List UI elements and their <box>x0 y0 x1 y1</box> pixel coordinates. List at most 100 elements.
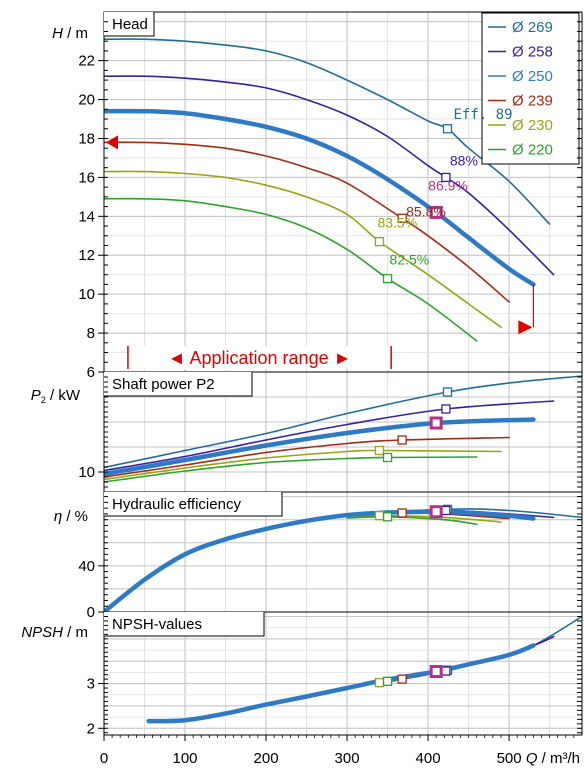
ytick-label-efficiency-40: 40 <box>78 558 95 575</box>
panel-title-border-efficiency <box>104 492 283 517</box>
head-curve-250 <box>104 108 536 287</box>
ylabel-sub-power: 2 <box>41 395 46 405</box>
efficiency-curve-220 <box>346 515 478 526</box>
power-curve-269 <box>104 375 582 469</box>
efficiency-label-239: 85.8% <box>406 203 446 219</box>
npsh-curve-269 <box>492 615 582 660</box>
xtick-label-200: 200 <box>254 750 279 767</box>
power-marker-269 <box>442 387 453 397</box>
panel-title-border-power <box>104 372 253 397</box>
frame-layer <box>98 11 583 741</box>
ytick-label-head-14: 14 <box>78 208 95 225</box>
xtick-label-0: 0 <box>100 750 108 767</box>
npsh-marker-220 <box>382 676 393 686</box>
ylabel-unit-power: / kW <box>46 387 81 404</box>
max-head-arrow-icon <box>106 135 118 150</box>
efficiency-curve-250 <box>104 509 536 612</box>
ylabel-unit-efficiency: / % <box>62 508 88 525</box>
legend-item-230: Ø 230 <box>512 117 553 134</box>
ylabel-unit-npsh: / m <box>63 624 88 641</box>
max-flow-arrow-icon <box>518 320 533 335</box>
xlabel: Q / m³/h <box>526 750 580 767</box>
ytick-label-efficiency-0: 0 <box>87 604 95 621</box>
efficiency-marker-230 <box>374 511 385 521</box>
ytick-label-head-22: 22 <box>78 53 95 70</box>
xlabel-var: Q <box>526 750 538 767</box>
application-range-bg <box>127 346 392 369</box>
power-marker-220 <box>382 452 393 463</box>
npsh-marker-250 <box>429 664 443 678</box>
ylabel-efficiency: η / % <box>54 508 88 525</box>
ylabel-var-power: P <box>31 387 41 404</box>
xtick-label-100: 100 <box>173 750 198 767</box>
efficiency-label-269: Eff. 89 <box>454 107 513 123</box>
power-marker-250 <box>429 416 443 430</box>
panel-title-bg-npsh <box>104 612 264 636</box>
efficiency-marker-250 <box>429 505 443 519</box>
panel-title-head: Head <box>112 16 148 33</box>
efficiency-marker-258 <box>441 505 451 516</box>
ylabel-head: H / m <box>52 25 88 42</box>
npsh-marker-230 <box>374 678 385 688</box>
ytick-label-head-20: 20 <box>78 92 95 109</box>
ylabel-unit-head: / m <box>63 25 88 42</box>
xtick-label-500: 500 <box>497 750 522 767</box>
head-marker-239 <box>397 213 407 223</box>
power-curve-230 <box>104 449 502 481</box>
npsh-marker-258 <box>441 666 451 676</box>
efficiency-marker-220 <box>382 512 393 522</box>
npsh-marker-239 <box>397 674 407 684</box>
power-curve-239 <box>104 436 510 478</box>
ytick-label-npsh-2: 2 <box>87 720 95 737</box>
application-range-label: ◄ Application range ► <box>168 348 352 368</box>
ytick-label-head-18: 18 <box>78 130 95 147</box>
ylabel-var-efficiency: η <box>54 508 62 525</box>
xtick-label-400: 400 <box>416 750 441 767</box>
head-marker-258 <box>441 172 451 183</box>
xtick-label-300: 300 <box>335 750 360 767</box>
legend-item-258: Ø 258 <box>512 44 553 61</box>
panel-title-bg-power <box>104 372 252 396</box>
panel-title-bg-head <box>104 12 154 36</box>
curves-layer <box>104 38 582 724</box>
power-curve-258 <box>104 400 555 472</box>
panel-title-power: Shaft power P2 <box>112 376 215 393</box>
panel-title-bg-efficiency <box>104 492 282 516</box>
ytick-label-head-6: 6 <box>87 364 95 381</box>
efficiency-curves <box>104 508 582 612</box>
panel-title-border-head <box>104 12 155 37</box>
head-marker-230 <box>374 236 385 247</box>
head-curves <box>104 38 555 342</box>
panel-title-efficiency: Hydraulic efficiency <box>112 496 241 513</box>
efficiency-label-258: 88% <box>450 152 478 168</box>
head-marker-220 <box>382 273 393 284</box>
ytick-label-head-8: 8 <box>87 325 95 342</box>
legend-item-269: Ø 269 <box>512 19 553 36</box>
head-curve-239 <box>104 141 510 303</box>
efficiency-label-250: 86.9% <box>428 177 468 193</box>
marks-layer <box>106 12 580 688</box>
power-marker-230 <box>374 445 385 456</box>
power-marker-239 <box>397 435 407 445</box>
power-marker-258 <box>441 404 451 414</box>
efficiency-marker-239 <box>397 508 407 518</box>
ylabel-power: P2 / kW <box>31 387 81 405</box>
legend-item-250: Ø 250 <box>512 68 553 85</box>
power-curves <box>104 375 582 483</box>
head-marker-250 <box>429 205 443 219</box>
efficiency-label-230: 83.5% <box>377 215 417 231</box>
legend-item-239: Ø 239 <box>512 93 553 110</box>
legend-box <box>481 12 580 165</box>
ylabel-var-npsh: NPSH <box>21 624 63 641</box>
power-curve-250 <box>104 417 536 477</box>
ylabel-npsh: NPSH / m <box>21 624 88 641</box>
head-curve-269 <box>104 38 551 225</box>
ytick-label-power-10: 10 <box>78 464 95 481</box>
head-marker-269 <box>442 124 453 134</box>
ylabel-var-head: H <box>52 25 63 42</box>
ytick-label-npsh-3: 3 <box>87 676 95 693</box>
panel-title-border-npsh <box>104 612 265 637</box>
ytick-label-head-12: 12 <box>78 247 95 264</box>
npsh-curve-250 <box>146 643 536 724</box>
text-layer: Eff. 89 88% 86.9% 85.8%83.5% 82.5% ◄ Applicat… <box>21 16 580 767</box>
